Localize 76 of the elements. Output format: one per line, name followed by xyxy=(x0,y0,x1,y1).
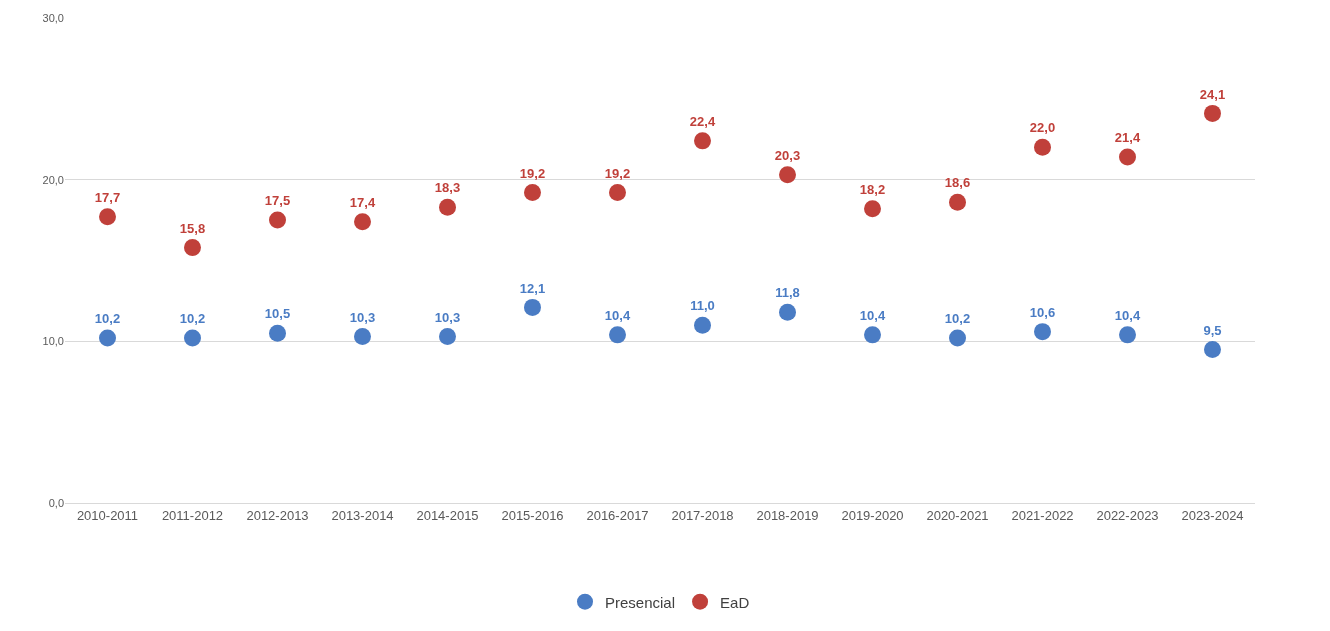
point xyxy=(694,316,711,334)
data-label: 18,3 xyxy=(434,180,461,196)
x-tick-label: 2010-2011 xyxy=(76,507,139,523)
data-label: 10,2 xyxy=(944,311,971,327)
y-tick-label: 0,0 xyxy=(48,496,64,509)
legend-label: EaD xyxy=(720,593,750,611)
legend-label: Presencial xyxy=(605,593,676,611)
data-label: 10,4 xyxy=(604,307,631,323)
point xyxy=(99,329,116,347)
x-tick-label: 2016-2017 xyxy=(586,507,649,523)
data-label: 10,6 xyxy=(1029,304,1056,320)
x-tick-label: 2022-2023 xyxy=(1096,507,1159,523)
point xyxy=(864,326,881,344)
point xyxy=(1119,326,1136,344)
x-tick-label: 2020-2021 xyxy=(926,507,989,523)
x-tick-label: 2018-2019 xyxy=(756,507,819,523)
point xyxy=(354,327,371,345)
x-tick-label: 2014-2015 xyxy=(416,507,479,523)
data-label: 9,5 xyxy=(1203,322,1222,338)
x-tick-label: 2015-2016 xyxy=(501,507,564,523)
point xyxy=(949,329,966,347)
point xyxy=(439,198,456,216)
point xyxy=(1119,148,1136,166)
point xyxy=(694,132,711,150)
x-tick-label: 2013-2014 xyxy=(331,507,394,523)
data-label: 17,5 xyxy=(264,193,291,209)
y-tick-label: 20,0 xyxy=(42,173,64,186)
data-label: 10,2 xyxy=(94,311,121,327)
point xyxy=(99,208,116,226)
point xyxy=(439,327,456,345)
x-tick-label: 2023-2024 xyxy=(1181,507,1244,523)
point xyxy=(354,213,371,231)
point xyxy=(1034,323,1051,341)
data-label: 15,8 xyxy=(179,220,206,236)
data-label: 10,2 xyxy=(179,311,206,327)
x-tick-label: 2021-2022 xyxy=(1011,507,1074,523)
data-label: 18,6 xyxy=(944,175,971,191)
data-label: 10,4 xyxy=(1114,307,1141,323)
point xyxy=(1034,138,1051,156)
point xyxy=(864,200,881,218)
y-tick-label: 10,0 xyxy=(42,335,64,348)
data-label: 19,2 xyxy=(519,165,546,181)
data-label: 10,3 xyxy=(434,309,461,325)
data-label: 20,3 xyxy=(774,147,801,163)
point xyxy=(609,326,626,344)
point xyxy=(524,298,541,316)
point xyxy=(524,184,541,202)
data-label: 22,0 xyxy=(1029,120,1056,136)
y-tick-label: 30,0 xyxy=(42,11,64,24)
point xyxy=(1204,104,1221,122)
data-label: 10,3 xyxy=(349,309,376,325)
point xyxy=(1204,340,1221,358)
point xyxy=(779,166,796,184)
point xyxy=(609,184,626,202)
data-label: 22,4 xyxy=(689,114,716,129)
data-label: 17,4 xyxy=(349,194,376,210)
data-label: 24,1 xyxy=(1199,86,1226,102)
point xyxy=(269,211,286,229)
point xyxy=(779,303,796,321)
data-label: 12,1 xyxy=(519,280,546,296)
data-label: 21,4 xyxy=(1114,130,1141,146)
point xyxy=(184,329,201,347)
data-label: 10,5 xyxy=(264,306,291,322)
x-tick-label: 2012-2013 xyxy=(246,507,309,523)
x-tick-label: 2017-2018 xyxy=(671,507,734,523)
data-label: 18,2 xyxy=(859,181,886,197)
data-label: 17,7 xyxy=(94,189,121,205)
data-label: 10,4 xyxy=(859,307,886,323)
point xyxy=(949,193,966,211)
data-label: 11,8 xyxy=(775,285,800,301)
point xyxy=(269,324,286,342)
x-tick-label: 2011-2012 xyxy=(161,507,224,523)
point xyxy=(184,239,201,257)
data-label: 19,2 xyxy=(604,165,631,181)
data-label: 11,0 xyxy=(690,298,715,314)
x-tick-label: 2019-2020 xyxy=(841,507,904,523)
